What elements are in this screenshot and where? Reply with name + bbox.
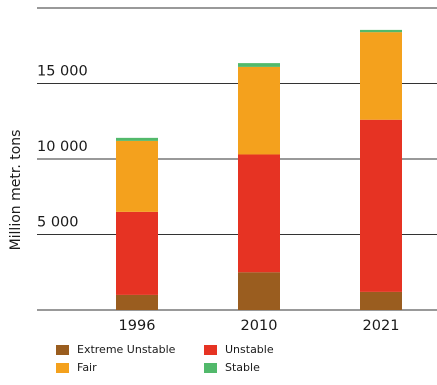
bar-segment-unstable-2010 xyxy=(238,154,280,273)
bar-segment-fair-1996 xyxy=(116,140,158,212)
bar-segment-extreme-unstable-2021 xyxy=(360,291,402,310)
x-tick-label: 2010 xyxy=(241,318,278,334)
legend-swatch xyxy=(56,344,69,355)
stacked-bar-chart: Million metr. tons 5 000 10 000 15 000 20 0… xyxy=(8,0,437,334)
legend-swatch xyxy=(204,362,217,373)
y-tick-label: 15 000 xyxy=(37,64,88,80)
legend-swatch xyxy=(56,362,69,373)
legend-label: Unstable xyxy=(225,343,274,356)
x-tick-label: 2021 xyxy=(363,318,400,334)
bar-segment-fair-2021 xyxy=(360,32,402,120)
legend-item-unstable: Unstable xyxy=(204,343,344,356)
y-axis-label: Million metr. tons xyxy=(8,130,24,251)
bar-segment-stable-1996 xyxy=(116,137,158,141)
x-tick-label: 1996 xyxy=(119,318,156,334)
bar-segment-stable-2010 xyxy=(238,63,280,67)
legend-item-extreme-unstable: Extreme Unstable xyxy=(56,343,204,356)
bar-segment-unstable-2021 xyxy=(360,119,402,292)
legend-swatch xyxy=(204,344,217,355)
y-tick-label: 5 000 xyxy=(37,215,79,231)
bar-segment-stable-2021 xyxy=(360,29,402,33)
y-tick-label: 10 000 xyxy=(37,139,88,155)
bar-segment-extreme-unstable-2010 xyxy=(238,272,280,310)
bar-segment-extreme-unstable-1996 xyxy=(116,294,158,310)
chart-legend: Extreme Unstable Unstable Fair Stable xyxy=(56,343,356,374)
legend-item-fair: Fair xyxy=(56,361,204,374)
legend-item-stable: Stable xyxy=(204,361,344,374)
legend-label: Stable xyxy=(225,361,260,374)
bar-segment-fair-2010 xyxy=(238,66,280,155)
legend-label: Fair xyxy=(77,361,97,374)
y-tick-label: 20 000 xyxy=(37,0,88,4)
legend-label: Extreme Unstable xyxy=(77,343,176,356)
bar-segment-unstable-1996 xyxy=(116,211,158,295)
